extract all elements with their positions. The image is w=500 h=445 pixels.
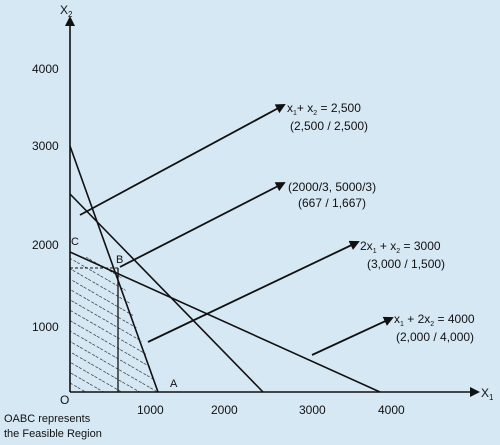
point-a-label: A	[170, 378, 178, 390]
callout-2-values: (667 / 1,667)	[298, 196, 366, 210]
line-2x1-plus-x2-3000	[69, 145, 159, 393]
line-x1-plus-2x2-4000	[69, 251, 381, 393]
x-tick-label: 2000	[211, 403, 238, 417]
x-axis-label: X1	[481, 386, 494, 402]
callout-3-values: (3,000 / 1,500)	[367, 257, 445, 271]
y-tick-label: 3000	[32, 139, 59, 153]
point-b-label: B	[116, 254, 123, 266]
callout-2-point: (2000/3, 5000/3)	[288, 180, 376, 194]
callout-4-equation: x1 + 2x2 = 4000	[394, 312, 475, 328]
callout-arrow-1	[79, 104, 286, 216]
y-tick-label: 2000	[32, 238, 59, 252]
x-tick-label: 3000	[299, 403, 326, 417]
feasible-region	[70, 252, 158, 392]
y-tick-label: 4000	[32, 62, 59, 76]
y-tick-label: 1000	[32, 320, 59, 334]
y-axis-label: X2	[60, 3, 73, 19]
callout-3-equation: 2x1 + x2 = 3000	[360, 239, 441, 255]
x-tick-label: 1000	[137, 403, 164, 417]
feasible-note-line-1: OABC represents	[4, 413, 91, 425]
point-c-label: C	[71, 236, 79, 248]
callout-4-values: (2,000 / 4,000)	[396, 330, 474, 344]
feasible-note-line-2: the Feasible Region	[4, 428, 102, 440]
callout-1-values: (2,500 / 2,500)	[290, 119, 368, 133]
line-x1-plus-x2-2500	[69, 193, 264, 393]
callout-1-equation: x1+ x2 = 2,500	[287, 101, 361, 117]
origin-label: O	[60, 393, 69, 407]
x-tick-label: 4000	[378, 403, 405, 417]
callout-arrow-2	[119, 182, 286, 268]
callout-arrow-3	[147, 240, 360, 343]
callout-arrow-4	[311, 316, 394, 356]
